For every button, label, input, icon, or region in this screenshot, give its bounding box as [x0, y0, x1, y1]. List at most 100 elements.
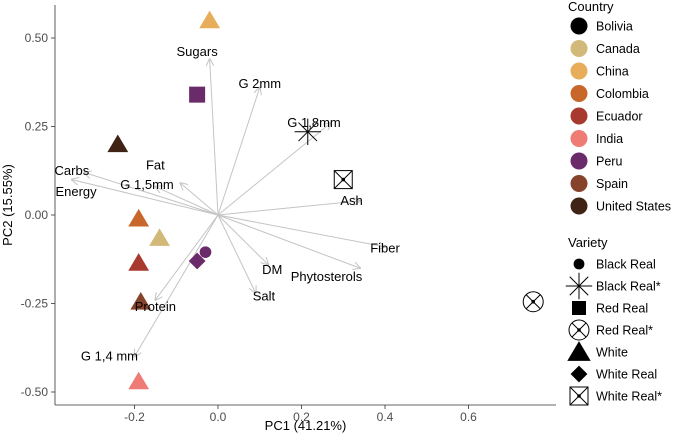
- variety-legend-item: Red Real: [572, 301, 648, 316]
- legend-label: White: [596, 346, 628, 360]
- marker-shape: [188, 252, 206, 270]
- legend-label: White Real*: [596, 390, 662, 404]
- legend-marker: [568, 319, 590, 341]
- loading-label: Fiber: [370, 241, 400, 256]
- variety-legend-item: White Real*: [569, 386, 662, 406]
- loading-label: G 2mm: [238, 76, 281, 91]
- loading-label: Salt: [253, 288, 276, 303]
- legend-marker: [572, 301, 586, 315]
- country-legend-item: Peru: [570, 152, 622, 170]
- x-tick-label: 0.0: [210, 410, 227, 424]
- loading-arrow: [217, 214, 268, 265]
- data-point: [130, 292, 152, 310]
- loading-label: Carbs: [55, 163, 90, 178]
- legend-marker: [567, 341, 591, 361]
- legend-label: Spain: [596, 177, 628, 191]
- x-tick-label: 0.6: [460, 410, 477, 424]
- data-point: [149, 228, 170, 246]
- marker-shape: [573, 258, 585, 270]
- legend-swatch: [570, 197, 588, 215]
- data-points: [107, 10, 544, 390]
- legend-swatch: [570, 85, 588, 102]
- data-point: [128, 371, 150, 390]
- loading-label: Protein: [135, 299, 176, 314]
- loading-label: G 1,4 mm: [81, 349, 138, 364]
- variety-legend-item: White: [567, 341, 628, 361]
- loading-label: Sugars: [177, 44, 219, 59]
- marker-shape: [128, 208, 150, 227]
- marker-shape: [199, 246, 212, 259]
- legend-marker: [569, 386, 589, 406]
- data-point: [199, 10, 221, 29]
- loading-arrow: [217, 88, 260, 216]
- loading-arrow: [135, 214, 219, 357]
- loading-label: Phytosterols: [291, 269, 363, 284]
- y-tick-label: -0.25: [21, 297, 49, 311]
- legend-label: China: [596, 65, 629, 79]
- country-legend-item: China: [570, 62, 629, 80]
- y-tick-label: 0.00: [25, 208, 49, 222]
- x-tick-label: -0.2: [124, 410, 145, 424]
- legend-label: White Real: [596, 368, 657, 382]
- marker-shape: [568, 319, 590, 341]
- marker-shape: [128, 253, 150, 271]
- data-point: [199, 246, 212, 259]
- loading-labels: Sugars G 2mm G 1,8mm Fat Carbs Energy G 1,5mm A…: [55, 44, 401, 363]
- x-axis-title: PC1 (41.21%): [265, 418, 347, 433]
- data-point: [189, 86, 206, 103]
- legend-swatch: [570, 152, 588, 170]
- loading-label: Fat: [146, 157, 165, 172]
- marker-shape: [522, 291, 544, 313]
- marker-shape: [199, 10, 221, 29]
- legend-label: Red Real*: [596, 324, 653, 338]
- loading-arrow: [84, 173, 219, 216]
- y-tick-label: 0.25: [25, 120, 49, 134]
- y-axis-title: PC2 (15.55%): [0, 164, 15, 246]
- legend-label: United States: [596, 200, 671, 214]
- loading-arrow: [210, 59, 219, 216]
- loading-arrow: [155, 187, 219, 216]
- legend: Country Bolivia Canada China Colombia Ecuador…: [565, 0, 671, 406]
- variety-legend-item: Black Real: [573, 258, 656, 272]
- country-legend-title: Country: [568, 0, 614, 14]
- marker-dot: [341, 177, 346, 182]
- loading-arrow: [72, 180, 219, 216]
- data-point: [294, 118, 321, 146]
- marker-shape: [130, 292, 152, 310]
- legend-label: India: [596, 132, 623, 146]
- legend-swatch: [570, 175, 588, 192]
- legend-label: Bolivia: [596, 20, 633, 34]
- marker-shape: [189, 86, 206, 103]
- loading-arrow: [155, 214, 219, 300]
- marker-dot: [577, 394, 581, 398]
- legend-label: Black Real: [596, 258, 656, 272]
- legend-label: Peru: [596, 155, 622, 169]
- loading-arrow: [217, 123, 331, 216]
- y-tick-label: 0.50: [25, 31, 49, 45]
- legend-label: Canada: [596, 42, 640, 56]
- marker-shape: [572, 301, 586, 315]
- legend-label: Red Real: [596, 302, 648, 316]
- legend-label: Colombia: [596, 87, 649, 101]
- marker-shape: [570, 365, 588, 383]
- legend-swatch: [570, 40, 588, 57]
- variety-legend-item: Red Real*: [568, 319, 653, 341]
- loading-arrow: [217, 214, 256, 293]
- loading-arrow: [180, 183, 219, 216]
- country-legend-item: Bolivia: [570, 17, 633, 35]
- marker-dot: [531, 299, 536, 304]
- x-tick-label: 0.4: [377, 410, 394, 424]
- data-point: [188, 252, 206, 270]
- legend-label: Ecuador: [596, 110, 643, 124]
- marker-shape: [569, 386, 589, 406]
- marker-shape: [567, 341, 591, 361]
- legend-marker: [570, 365, 588, 383]
- country-legend-item: Spain: [570, 175, 628, 192]
- marker-shape: [333, 170, 353, 190]
- legend-swatch: [570, 107, 588, 125]
- variety-legend-item: Black Real*: [565, 272, 661, 300]
- loading-label: G 1,8mm: [287, 115, 340, 130]
- legend-label: Black Real*: [596, 280, 661, 294]
